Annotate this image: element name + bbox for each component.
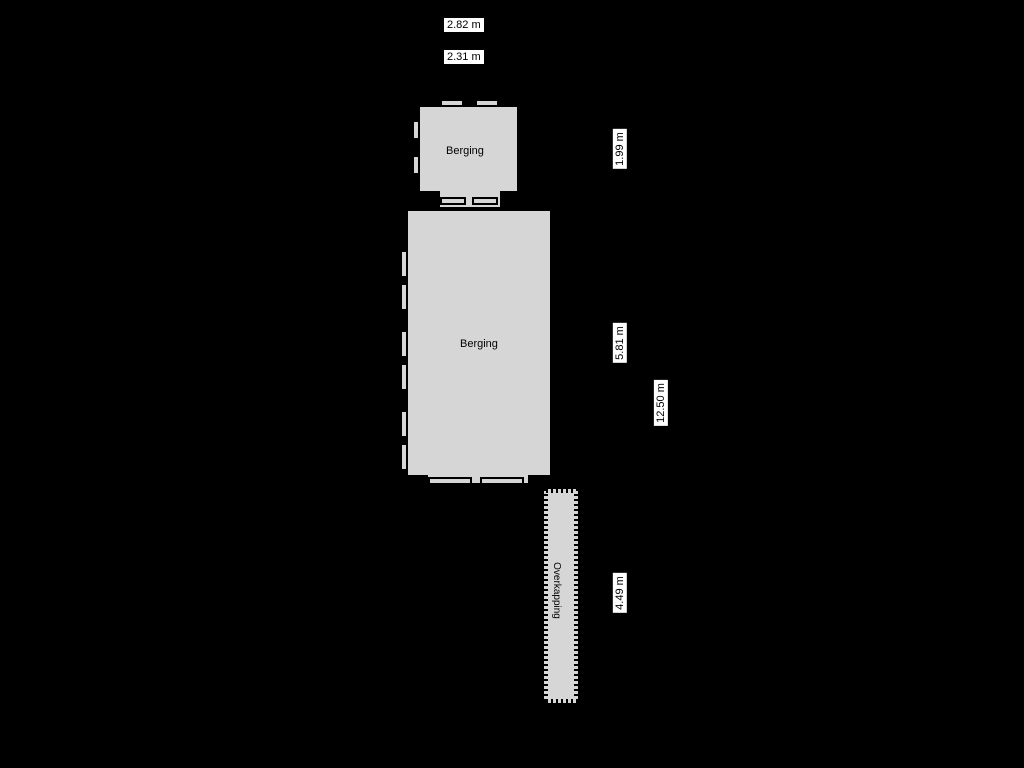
room-label-overkapping: Overkapping	[551, 562, 562, 619]
dim-label-449: 4.49 m	[613, 573, 627, 613]
window-mark	[400, 283, 408, 311]
window-mark	[475, 99, 499, 107]
window-mark	[428, 477, 472, 485]
hash-border	[544, 491, 548, 701]
dim-tick	[552, 24, 554, 32]
window-mark	[440, 197, 466, 205]
floorplan-stage: Berging Berging Overkapping 2.82 m 2.31 …	[0, 0, 1024, 768]
dim-label-231: 2.31 m	[444, 50, 484, 64]
window-mark	[412, 155, 420, 175]
room-label-berging-top: Berging	[446, 145, 484, 157]
window-mark	[480, 477, 524, 485]
window-mark	[440, 99, 464, 107]
dim-tick	[516, 56, 518, 64]
window-mark	[412, 120, 420, 140]
window-mark	[400, 443, 408, 471]
hash-border	[546, 699, 576, 703]
hash-border	[574, 491, 578, 701]
window-mark	[400, 410, 408, 438]
dim-label-581: 5.81 m	[613, 323, 627, 363]
dim-label-1250: 12.50 m	[654, 380, 668, 426]
dim-tick	[416, 24, 418, 32]
window-mark	[400, 250, 408, 278]
dim-label-282: 2.82 m	[444, 18, 484, 32]
window-mark	[400, 363, 408, 391]
window-mark	[472, 197, 498, 205]
window-mark	[400, 330, 408, 358]
dim-tick	[420, 56, 422, 64]
dim-label-199: 1.99 m	[613, 129, 627, 169]
room-label-berging-main: Berging	[460, 338, 498, 350]
hash-border	[546, 489, 576, 493]
